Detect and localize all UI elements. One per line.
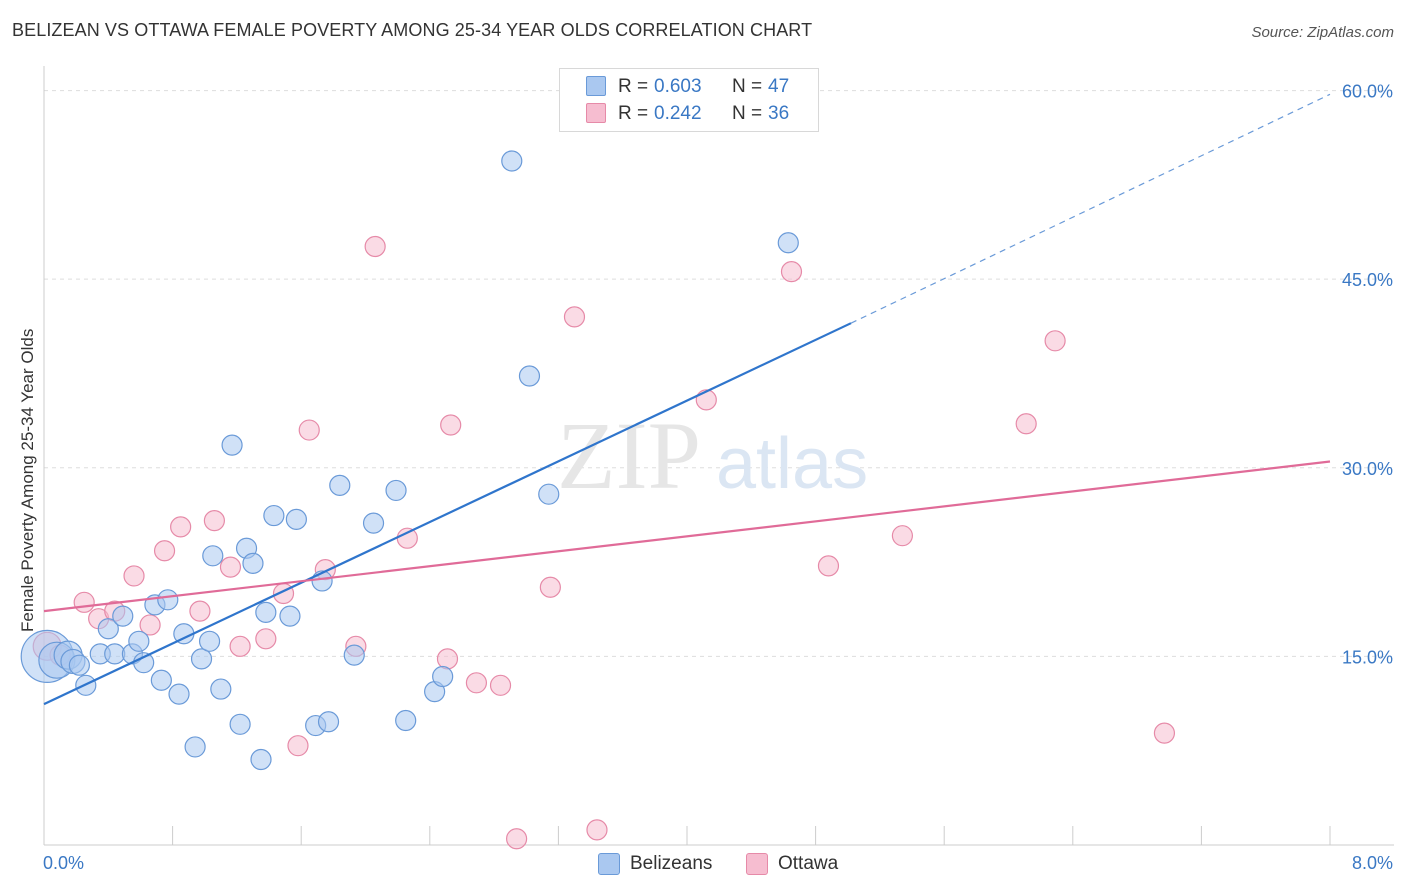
- belizeans-point: [221, 434, 243, 456]
- n-label: N =: [732, 76, 763, 97]
- ottawa-point: [170, 516, 192, 538]
- belizeans-point: [68, 654, 90, 676]
- ottawa-point: [1015, 413, 1037, 435]
- belizeans-point: [285, 508, 307, 530]
- x-tick-label: 8.0%: [1352, 853, 1393, 873]
- belizeans-point: [133, 652, 155, 674]
- belizeans-point: [168, 683, 190, 705]
- x-tick-label: 0.0%: [43, 853, 84, 873]
- belizeans-point: [157, 589, 179, 611]
- ottawa-point: [364, 235, 386, 258]
- belizeans-trend-line: [43, 322, 852, 706]
- belizeans-point: [184, 736, 206, 758]
- belizeans-point: [432, 665, 454, 688]
- r-value: 0.242: [654, 103, 702, 124]
- belizeans-point: [317, 711, 340, 733]
- source-label: Source: ZipAtlas.com: [1251, 24, 1394, 41]
- ottawa-point: [219, 556, 242, 578]
- legend-label: Belizeans: [630, 853, 713, 874]
- ottawa-point: [563, 306, 586, 328]
- legend-swatch-blue: [598, 853, 620, 875]
- ottawa-point: [817, 555, 840, 577]
- ottawa-point: [586, 819, 608, 841]
- r-value: 0.603: [654, 76, 702, 97]
- watermark-atlas: atlas: [716, 424, 868, 504]
- belizeans-point: [538, 483, 560, 505]
- belizeans-point: [198, 630, 221, 652]
- belizeans-point: [501, 150, 523, 172]
- ottawa-trend-line: [43, 460, 1331, 613]
- y-tick-label: 45.0%: [1342, 270, 1393, 290]
- belizeans-point: [190, 648, 213, 670]
- belizeans-point: [518, 365, 541, 387]
- chart-title: BELIZEAN VS OTTAWA FEMALE POVERTY AMONG …: [12, 20, 813, 40]
- belizeans-point: [362, 512, 385, 534]
- belizeans-point: [242, 552, 264, 574]
- ottawa-point: [73, 591, 95, 613]
- belizeans-point: [128, 630, 150, 652]
- ottawa-point: [203, 509, 225, 532]
- ottawa-point: [539, 576, 561, 598]
- n-value: 36: [768, 103, 790, 124]
- belizeans-point: [210, 678, 232, 700]
- n-value: 47: [768, 76, 790, 97]
- ottawa-point: [396, 527, 418, 549]
- belizeans-point: [202, 545, 224, 567]
- ottawa-point: [123, 565, 145, 587]
- belizeans-point: [343, 644, 365, 666]
- ottawa-point: [506, 828, 528, 850]
- belizeans-point: [255, 601, 277, 623]
- r-label: R =: [618, 76, 649, 97]
- belizeans-point: [250, 748, 272, 771]
- ottawa-point: [1044, 330, 1066, 352]
- watermark-zip: ZIP: [557, 402, 701, 509]
- ottawa-point: [465, 672, 488, 694]
- legend-swatch-pink: [746, 853, 768, 875]
- legend-swatch-pink: [586, 103, 606, 123]
- legend-item-belizeans: Belizeans: [598, 852, 712, 876]
- legend-swatch-blue: [586, 76, 606, 96]
- axes: [43, 66, 1394, 846]
- ottawa-point: [255, 628, 277, 650]
- ottawa-point: [695, 389, 717, 411]
- belizeans-point: [395, 709, 417, 732]
- ottawa-point: [229, 635, 251, 657]
- ottawa-point: [298, 419, 320, 441]
- ottawa-point: [440, 414, 462, 436]
- ottawa-point: [780, 261, 803, 283]
- tick-labels: 15.0% 30.0% 45.0% 60.0% 0.0% 8.0%: [43, 82, 1393, 873]
- belizeans-trend-extension: [850, 93, 1331, 324]
- ottawa-point: [139, 614, 161, 636]
- ottawa-point: [436, 648, 459, 670]
- belizeans-point: [777, 232, 799, 254]
- belizeans-point: [329, 474, 351, 496]
- belizeans-point: [385, 479, 407, 502]
- belizeans-point: [112, 605, 134, 627]
- ottawa-point: [189, 600, 211, 622]
- legend-label: Ottawa: [778, 853, 839, 874]
- data-points: [20, 150, 1176, 850]
- r-label: R =: [618, 103, 649, 124]
- n-label: N =: [732, 103, 763, 124]
- y-tick-label: 30.0%: [1342, 459, 1393, 479]
- belizeans-point: [150, 669, 172, 691]
- ottawa-point: [287, 735, 309, 757]
- correlation-legend: R = 0.603 N = 47 R = 0.242 N = 36: [559, 68, 819, 132]
- ottawa-point: [1153, 722, 1176, 744]
- belizeans-point: [97, 618, 119, 640]
- ottawa-point: [891, 525, 914, 547]
- trend-lines: [43, 93, 1331, 706]
- y-tick-label: 15.0%: [1342, 647, 1393, 667]
- belizeans-point: [263, 504, 285, 527]
- ottawa-point: [153, 540, 176, 562]
- belizeans-point: [104, 643, 126, 665]
- belizeans-point: [229, 713, 251, 735]
- legend-item-ottawa: Ottawa: [746, 852, 838, 876]
- y-axis-label: Female Poverty Among 25-34 Year Olds: [18, 328, 37, 632]
- ottawa-point: [489, 674, 512, 696]
- belizeans-point: [279, 605, 301, 627]
- watermark: ZIP atlas: [557, 402, 868, 509]
- y-tick-label: 60.0%: [1342, 82, 1393, 102]
